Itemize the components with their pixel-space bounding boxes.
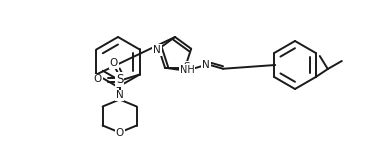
Text: N: N: [116, 91, 124, 101]
Text: NH: NH: [180, 65, 195, 75]
Text: S: S: [116, 73, 124, 86]
Text: S: S: [184, 62, 190, 72]
Text: O: O: [109, 59, 118, 69]
Text: O: O: [116, 127, 124, 137]
Text: N: N: [153, 45, 161, 55]
Text: N: N: [202, 60, 210, 70]
Text: O: O: [93, 74, 102, 84]
